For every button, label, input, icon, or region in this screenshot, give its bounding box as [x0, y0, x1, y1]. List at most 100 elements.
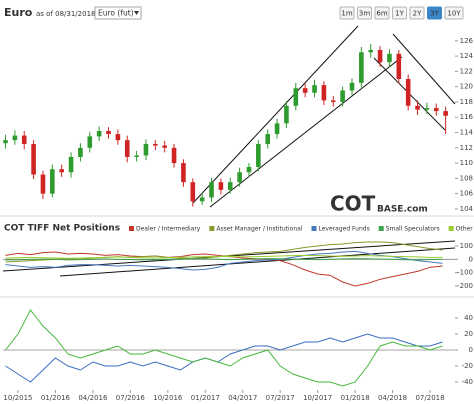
candle-body: [321, 85, 327, 101]
candle-body: [106, 130, 111, 135]
candle-body: [21, 135, 27, 144]
y-tick-label: -200: [457, 282, 473, 290]
candle-body: [134, 155, 139, 157]
range-button[interactable]: [392, 6, 407, 20]
y-tick-label: 20: [464, 330, 473, 338]
candle-body: [12, 135, 18, 141]
candle-body: [40, 174, 46, 194]
y-tick-label: 0: [469, 346, 473, 354]
range-button[interactable]: [339, 6, 355, 20]
range-button[interactable]: [427, 6, 442, 20]
candle-body: [171, 147, 177, 164]
candle-body: [59, 169, 64, 173]
legend-swatch: [311, 226, 317, 231]
y-tick-label: 106: [460, 190, 474, 198]
y-tick-label: 40: [464, 314, 473, 322]
y-tick-label: 116: [460, 113, 474, 121]
range-button-label: 10Y: [447, 10, 461, 18]
candle-body: [115, 134, 121, 141]
y-tick-label: -40: [462, 378, 473, 386]
candle-body: [227, 182, 233, 190]
candle-body: [124, 140, 130, 157]
y-tick-label: 100: [460, 242, 473, 250]
trend-line: [59, 247, 456, 277]
instrument-select-label: Euro (fut): [98, 9, 134, 18]
x-tick-label: 07/2017: [266, 394, 295, 402]
x-tick-label: 01/2018: [341, 394, 370, 402]
legend-swatch: [209, 226, 215, 231]
x-tick-label: 10/2015: [3, 394, 32, 402]
y-tick-label: -100: [457, 269, 473, 277]
y-tick-label: 0: [469, 255, 473, 263]
x-tick-label: 04/2017: [228, 394, 257, 402]
legend-swatch: [378, 226, 384, 231]
trend-line: [2, 240, 456, 272]
legend-swatch: [448, 226, 454, 231]
candle-body: [415, 105, 420, 110]
candle-body: [87, 136, 93, 148]
x-tick-label: 10/2017: [303, 394, 332, 402]
x-tick-label: 01/2016: [41, 394, 71, 402]
candle-body: [302, 88, 308, 93]
instrument-title: Euro: [4, 6, 33, 19]
candle-body: [3, 140, 8, 144]
range-button-label: 6m: [376, 10, 387, 18]
candle-body: [396, 53, 402, 80]
range-button-label: 2Y: [413, 10, 422, 18]
x-tick-label: 07/2018: [415, 394, 444, 402]
y-tick-label: 112: [460, 144, 473, 152]
y-tick-label: 104: [460, 205, 474, 213]
series-line: [5, 333, 443, 383]
y-tick-label: 122: [460, 67, 473, 75]
range-button-label: 1m: [341, 10, 352, 18]
candle-body: [162, 145, 167, 148]
range-button-label: 3Y: [430, 10, 439, 18]
y-tick-label: 118: [460, 98, 473, 106]
candle-body: [293, 88, 299, 106]
x-tick-label: 01/2017: [191, 394, 220, 402]
candle-body: [312, 85, 317, 93]
y-tick-label: 114: [460, 129, 474, 137]
candle-body: [96, 130, 102, 137]
candle-body: [274, 123, 280, 135]
legend-label: Dealer / Intermediary: [136, 226, 201, 233]
y-tick-label: 124: [460, 52, 474, 60]
y-tick-label: 110: [460, 159, 473, 167]
range-button[interactable]: [444, 6, 464, 20]
candle-body: [68, 156, 74, 173]
candle-body: [181, 163, 186, 183]
panel-title: COT TIFF Net Positions: [4, 224, 120, 234]
candle-body: [377, 49, 383, 63]
x-tick-label: 04/2018: [378, 394, 407, 402]
candle-body: [424, 108, 430, 110]
select-arrow: [134, 11, 139, 15]
trend-line: [209, 56, 403, 208]
range-button[interactable]: [357, 6, 372, 20]
legend-label: Small Speculators: [386, 226, 440, 233]
candle-body: [368, 49, 374, 53]
range-button[interactable]: [374, 6, 390, 20]
candle-body: [284, 105, 289, 124]
candle-body: [246, 166, 252, 173]
trend-line: [192, 25, 359, 204]
y-tick-label: 126: [460, 37, 474, 45]
range-button-label: 1Y: [395, 10, 404, 18]
trend-line: [392, 33, 456, 105]
candle-body: [218, 182, 224, 190]
candle-body: [443, 111, 448, 116]
y-tick-label: 108: [460, 174, 473, 182]
candle-body: [405, 79, 411, 106]
legend-label: Leveraged Funds: [319, 226, 370, 233]
instrument-select[interactable]: [94, 6, 142, 20]
candle-body: [330, 100, 336, 102]
watermark: COT: [330, 192, 376, 216]
series-line: [5, 250, 443, 271]
candle-body: [237, 172, 242, 183]
range-button[interactable]: [409, 6, 425, 20]
x-tick-label: 10/2016: [153, 394, 183, 402]
candle-body: [78, 147, 83, 157]
candle-body: [340, 90, 345, 102]
